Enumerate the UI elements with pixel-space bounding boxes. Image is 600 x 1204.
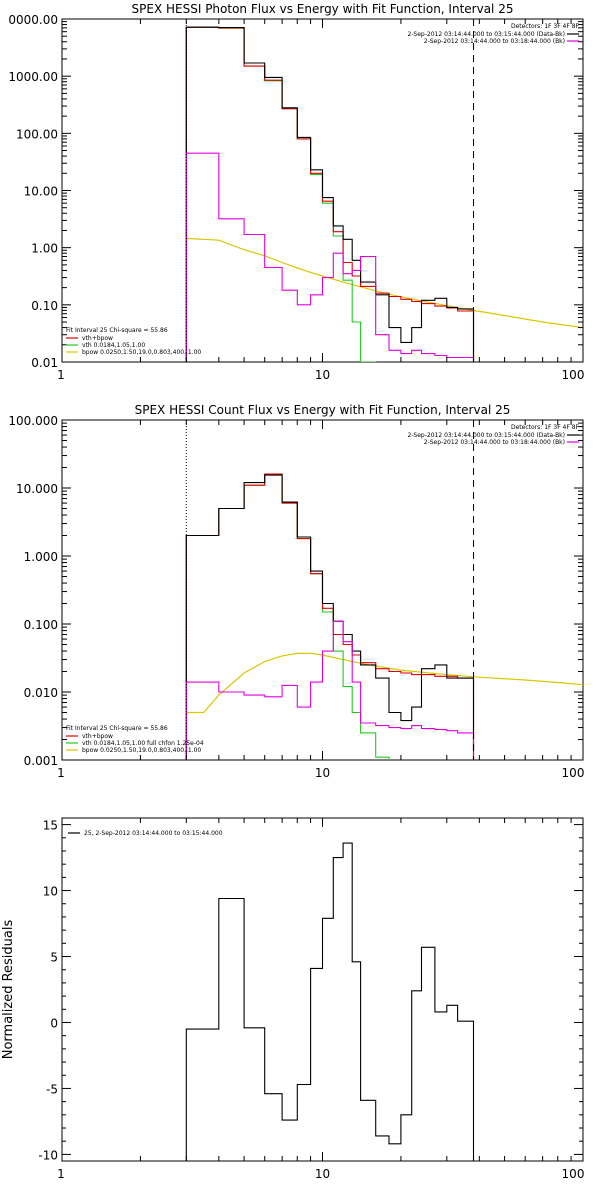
- y-tick-label: 0.100: [24, 618, 58, 632]
- panel-1: SPEX HESSI Photon Flux vs Energy with Fi…: [8, 2, 584, 382]
- y-tick-label: 0.10: [31, 299, 58, 313]
- x-tick-label: 1: [57, 368, 65, 382]
- x-tick-label: 10: [315, 766, 330, 780]
- data-layer: [185, 26, 583, 362]
- y-tick-label: -5: [46, 1082, 58, 1096]
- fit-label: Fit Interval 25 Chi-square = 55.86: [66, 725, 168, 732]
- detectors-label: Detectors: 1F 3F 4F 8F: [511, 23, 580, 30]
- y-tick-label: 100.000: [8, 414, 58, 428]
- series-0-line: [185, 26, 377, 362]
- bpow-curve: [186, 652, 583, 714]
- y-tick-label: 0.010: [24, 686, 58, 700]
- legend-left-text: bpow 0.0250,1.50,19.0,0.803,400.,1.00: [82, 747, 201, 754]
- y-tick-label: 10: [43, 885, 58, 899]
- series-1-line: [185, 26, 475, 362]
- y-tick-label: 0: [50, 1016, 58, 1030]
- x-tick-label: 10: [315, 368, 330, 382]
- series-3-line: [185, 620, 475, 760]
- legend-left-text: vth 0.0184,1.05,1.00 full chfon 1.25e-04: [82, 740, 204, 747]
- series-0-line: [185, 473, 390, 760]
- x-tick-label: 100: [562, 368, 585, 382]
- y-tick-label: 0.01: [31, 356, 58, 370]
- y-tick-label: 1.00: [31, 242, 58, 256]
- y-tick-label: 10.00: [24, 185, 58, 199]
- legend-right-text: 2-Sep-2012 03:14:44.000 to 03:15:44.000 …: [407, 31, 565, 38]
- legend-right-text: 2-Sep-2012 03:14:44.000 to 03:15:44.000 …: [407, 432, 565, 439]
- legend-left-text: vth+bpow: [82, 335, 113, 342]
- x-tick-label: 1: [57, 766, 65, 780]
- series-2-line: [185, 26, 475, 362]
- panel-3: 1 10 100 -10 -5 0 5 10 15 Normalized Residuals 25,…: [1, 817, 585, 1181]
- x-tick-label: 1: [57, 1167, 65, 1181]
- y-axis-label: Normalized Residuals: [1, 920, 16, 1060]
- legend-text: 25, 2-Sep-2012 03:14:44.000 to 03:15:44.…: [84, 830, 223, 837]
- legend-left-text: vth 0.0184,1.05,1.00: [82, 342, 145, 349]
- chart-title: SPEX HESSI Count Flux vs Energy with Fit…: [135, 403, 511, 417]
- legend-left-text: vth+bpow: [82, 733, 113, 740]
- panel-2: SPEX HESSI Count Flux vs Energy with Fit…: [8, 403, 584, 780]
- y-tick-label: -10: [38, 1148, 58, 1162]
- detectors-label: Detectors: 1F 3F 4F 8F: [511, 424, 580, 431]
- x-tick-label: 100: [562, 766, 585, 780]
- plot-frame: [61, 817, 584, 1162]
- chart-title: SPEX HESSI Photon Flux vs Energy with Fi…: [132, 2, 514, 16]
- x-tick-label: 100: [562, 1167, 585, 1181]
- y-tick-label: 10.000: [16, 482, 58, 496]
- x-tick-label: 10: [315, 1167, 330, 1181]
- y-tick-label: 1.000: [24, 550, 58, 564]
- fit-label: Fit Interval 25 Chi-square = 55.86: [66, 327, 168, 334]
- y-tick-label: 0.001: [24, 754, 58, 768]
- legend-left-text: bpow 0.0250,1.50,19.0,0.803,400.,1.00: [82, 349, 201, 356]
- y-tick-label: 0000.00: [8, 13, 58, 27]
- y-tick-label: 15: [43, 819, 58, 833]
- data-layer: [185, 842, 475, 1161]
- y-tick-label: 100.00: [16, 127, 58, 141]
- series-2-line: [185, 474, 475, 760]
- data-layer: [185, 473, 583, 760]
- series-3-line: [185, 152, 475, 362]
- series-0-line: [185, 842, 475, 1161]
- bpow-curve: [186, 237, 583, 329]
- legend-right-text: 2-Sep-2012 03:14:44.000 to 03:18:44.000 …: [424, 439, 565, 446]
- series-1-line: [185, 473, 475, 760]
- legend-right-text: 2-Sep-2012 03:14:44.000 to 03:18:44.000 …: [424, 38, 565, 45]
- y-tick-label: 5: [50, 951, 58, 965]
- y-tick-label: 1000.00: [8, 70, 58, 84]
